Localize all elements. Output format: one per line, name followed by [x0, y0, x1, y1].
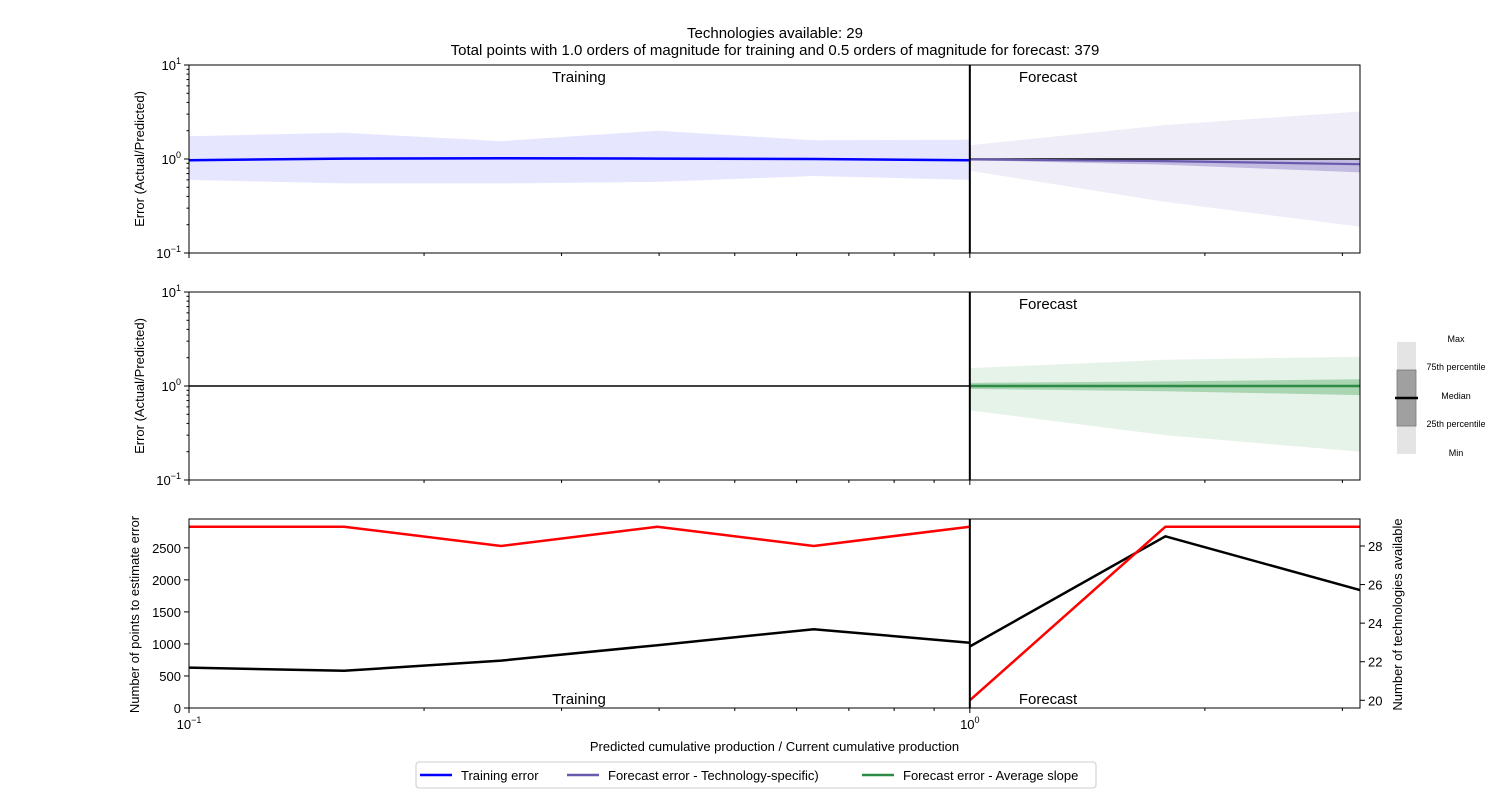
- panel-error-average-slope: 10−1 100 101 Forecast Error (Actual/Predicte…: [132, 283, 1361, 488]
- key-label: Median: [1441, 391, 1471, 401]
- forecast-annotation: Forecast: [1019, 69, 1078, 86]
- y-tick-label: 10−1: [156, 244, 181, 261]
- technologies-series-line: [968, 525, 1360, 702]
- boxplot-key: Max 75th percentile Median 25th percentile M…: [1395, 334, 1486, 458]
- y2-axis-label: Number of technologies available: [1390, 518, 1405, 710]
- y-tick-label: 100: [162, 150, 181, 167]
- y2-tick-label: 24: [1368, 616, 1382, 631]
- y-tick-label: 1000: [152, 637, 181, 652]
- y-tick-label: 2500: [152, 541, 181, 556]
- training-minmax-band: [189, 130, 970, 184]
- avg-forecast-minmax-band: [969, 356, 1360, 452]
- training-median-line: [188, 156, 970, 162]
- panel-point-counts: 10−1 100050010001500200025002022242628Tra…: [127, 515, 1405, 754]
- panel-error-training-forecast: 10−1 100 101 Training Forecast Error (Actual/…: [132, 56, 1361, 261]
- key-label: Max: [1447, 334, 1465, 344]
- y-axis-label: Number of points to estimate error: [127, 515, 142, 713]
- legend-label: Forecast error - Average slope: [903, 768, 1078, 783]
- training-annotation: Training: [552, 691, 606, 708]
- y-tick-label: 0: [174, 701, 181, 716]
- legend-label: Forecast error - Technology-specific): [608, 768, 819, 783]
- x-tick-label: 10−1: [177, 715, 202, 732]
- legend-label: Training error: [461, 768, 539, 783]
- y-tick-label: 101: [162, 283, 181, 300]
- y-axis-label: Error (Actual/Predicted): [132, 91, 147, 227]
- key-label: 75th percentile: [1426, 362, 1485, 372]
- training-annotation: Training: [552, 69, 606, 86]
- tech-forecast-minmax-band: [969, 111, 1360, 227]
- x-axis-label: Predicted cumulative production / Curren…: [590, 739, 959, 754]
- y2-tick-label: 26: [1368, 578, 1382, 593]
- technologies-series-line: [189, 525, 970, 548]
- chart-title-line2: Total points with 1.0 orders of magnitud…: [451, 42, 1100, 59]
- key-label: Min: [1449, 448, 1464, 458]
- y-tick-label: 1500: [152, 605, 181, 620]
- forecast-annotation: Forecast: [1019, 296, 1078, 313]
- y-tick-label: 500: [159, 669, 181, 684]
- y2-tick-label: 22: [1368, 655, 1382, 670]
- y-tick-label: 100: [162, 377, 181, 394]
- chart-title-line1: Technologies available: 29: [687, 25, 863, 42]
- plot-frame: [188, 518, 1361, 709]
- tech-forecast-median-line: [969, 158, 1361, 166]
- y-tick-label: 2000: [152, 573, 181, 588]
- y2-tick-label: 20: [1368, 693, 1382, 708]
- y-tick-label: 10−1: [156, 471, 181, 488]
- legend-frame: [415, 761, 1097, 789]
- y-axis-label: Error (Actual/Predicted): [132, 318, 147, 454]
- legend: Training error Forecast error - Technolog…: [415, 761, 1097, 789]
- points-series-line: [969, 534, 1361, 648]
- points-series-line: [188, 627, 970, 673]
- x-tick-label: 100: [960, 715, 979, 732]
- y-tick-label: 101: [162, 56, 181, 73]
- forecast-annotation: Forecast: [1019, 691, 1078, 708]
- y2-tick-label: 28: [1368, 539, 1382, 554]
- key-label: 25th percentile: [1426, 419, 1485, 429]
